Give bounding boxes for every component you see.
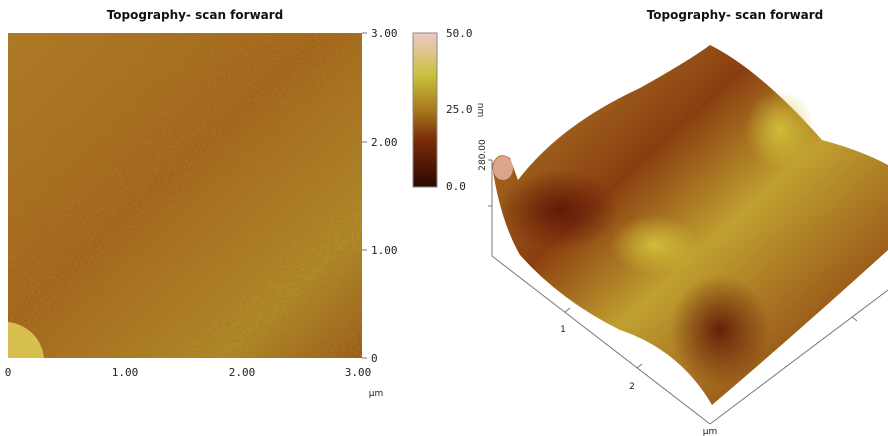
x-tick-label: 2.00: [229, 366, 256, 379]
axis-tick-label: 1: [560, 325, 566, 335]
surface-highlight: [610, 215, 700, 275]
colorbar: [412, 32, 438, 188]
colorbar-tick-label: 25.0: [446, 103, 473, 116]
image-corner: [8, 322, 44, 358]
y-axis: [709, 289, 888, 425]
left-title: Topography- scan forward: [107, 8, 284, 22]
colorbar-tick-label: 50.0: [446, 27, 473, 40]
x-tick-label: 0: [5, 366, 12, 379]
tick: [636, 363, 643, 369]
tick: [564, 307, 571, 313]
axis-tick-label: 2: [629, 382, 635, 392]
y-tick-label: 3.00: [371, 27, 398, 40]
x-unit: µm: [369, 389, 384, 399]
image-texture: [8, 33, 362, 358]
x-tick-label: 3.00: [345, 366, 372, 379]
z-label: 280.00: [478, 139, 488, 171]
surface-shade: [500, 170, 620, 250]
x-axis: [491, 255, 711, 425]
right-title: Topography- scan forward: [647, 8, 824, 22]
axis-unit: µm: [703, 427, 718, 436]
surface-peak: [493, 156, 513, 180]
surface-shade: [670, 275, 770, 385]
y-tick-label: 2.00: [371, 136, 398, 149]
y-tick-label: 1.00: [371, 244, 398, 257]
x-tick-label: 1.00: [112, 366, 139, 379]
tick: [851, 316, 858, 322]
colorbar-tick-label: 0.0: [446, 180, 466, 193]
surface-highlight: [745, 90, 815, 170]
y-tick-label: 0: [371, 352, 378, 365]
colorbar-unit: nm: [475, 103, 485, 117]
